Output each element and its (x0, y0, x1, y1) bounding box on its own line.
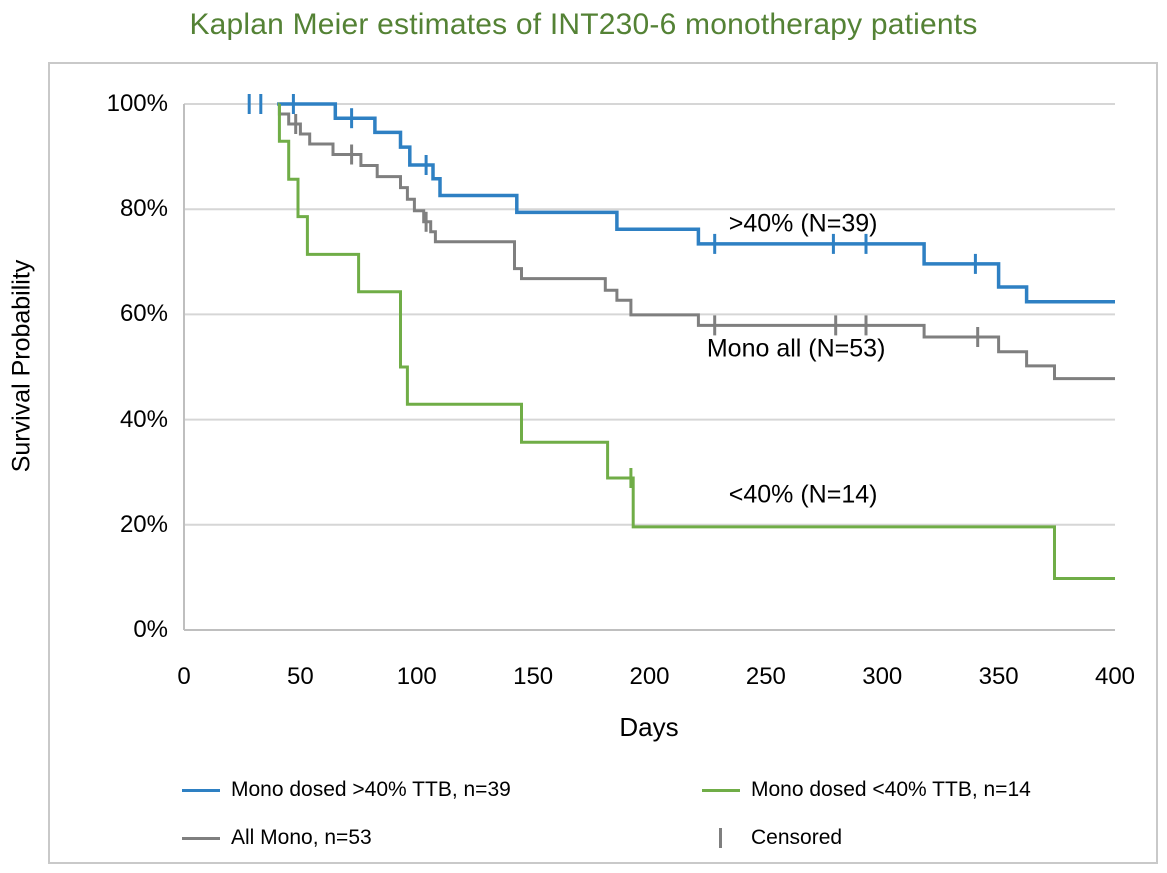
x-tick-400: 400 (1094, 663, 1136, 690)
legend-line-swatch (702, 788, 740, 792)
x-axis-title: Days (619, 712, 679, 742)
curve-mono-gt40 (277, 102, 1115, 304)
legend-label: All Mono, n=53 (231, 826, 372, 849)
censored-tick-icon (702, 828, 740, 848)
x-tick-150: 150 (513, 663, 554, 690)
annotation-lt40: <40% (N=14) (728, 480, 878, 509)
censor-marks-all-mono (294, 114, 980, 347)
chart-area: 100% 80% 60% 40% 20% 0% 0 50 100 150 200 250 300 350… (48, 62, 1158, 864)
y-tick-80%: 80% (119, 195, 168, 223)
annotation-gt40: >40% (N=39) (728, 209, 878, 238)
chart-title: Kaplan Meier estimates of INT230-6 monot… (189, 8, 978, 41)
legend-label: Mono dosed <40% TTB, n=14 (751, 778, 1031, 801)
legend-line-swatch (182, 788, 220, 792)
annotation-mono-all: Mono all (N=53) (706, 334, 886, 363)
censor-marks-mono-gt40 (247, 94, 977, 274)
x-tick-300: 300 (862, 663, 903, 690)
x-tick-200: 200 (629, 663, 670, 690)
y-tick-0%: 0% (133, 616, 168, 643)
y-tick-40%: 40% (119, 405, 168, 433)
legend-label: Censored (751, 826, 843, 849)
x-tick-50: 50 (287, 663, 314, 690)
legend-label: Mono dosed >40% TTB, n=39 (231, 778, 511, 801)
y-tick-100%: 100% (106, 90, 168, 117)
legend-line-swatch (182, 836, 220, 840)
x-tick-350: 350 (978, 663, 1019, 690)
x-tick-0: 0 (177, 663, 191, 690)
curve-all-mono (277, 102, 1115, 381)
legend-mono-lt40: Mono dosed <40% TTB, n=14 (702, 766, 1122, 814)
x-tick-250: 250 (745, 663, 786, 690)
legend: Mono dosed >40% TTB, n=39 Mono dosed <40%… (182, 766, 1122, 862)
legend-all-mono: All Mono, n=53 (182, 814, 702, 862)
censor-bar-icon (719, 828, 722, 848)
legend-mono-gt40: Mono dosed >40% TTB, n=39 (182, 766, 702, 814)
y-tick-60%: 60% (119, 300, 168, 328)
plot-svg (183, 94, 1115, 631)
curve-mono-lt40 (277, 102, 1115, 580)
x-tick-100: 100 (396, 663, 437, 690)
y-tick-20%: 20% (119, 510, 168, 538)
legend-censored: Censored (702, 814, 1122, 862)
y-axis-title: Survival Probability (7, 259, 36, 473)
